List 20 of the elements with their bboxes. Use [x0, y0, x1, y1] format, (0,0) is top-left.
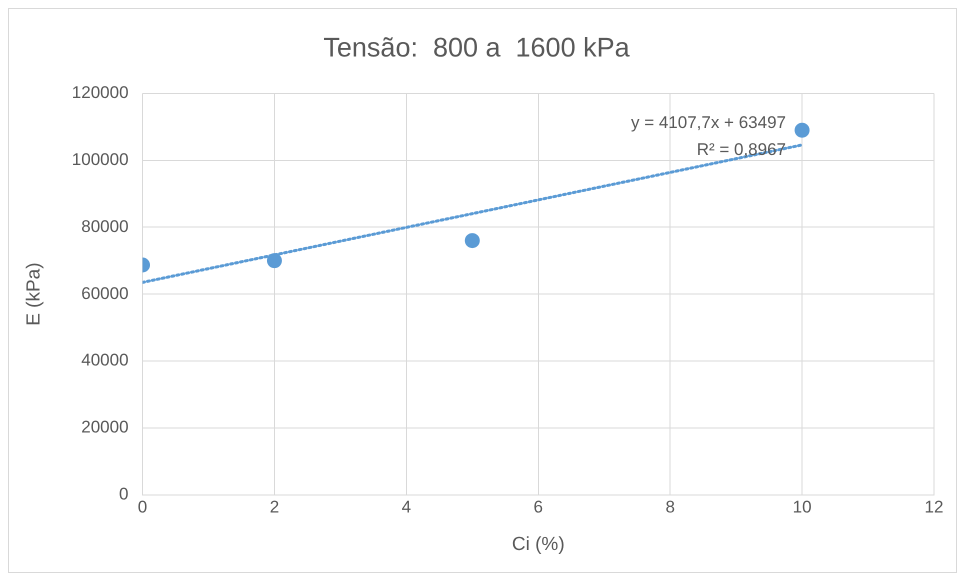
chart-title: Tensão: 800 a 1600 kPa — [323, 32, 631, 63]
y-tick-label: 60000 — [81, 284, 129, 303]
y-tick-label: 40000 — [81, 350, 129, 370]
x-tick-label: 10 — [792, 498, 812, 517]
point — [464, 233, 480, 248]
x-tick-label: 2 — [270, 498, 280, 517]
y-tick-label: 20000 — [81, 418, 129, 437]
y-tick-label: 80000 — [81, 216, 129, 236]
y-tick-label: 120000 — [72, 83, 129, 102]
x-tick-label: 8 — [665, 498, 675, 517]
x-tick-label: 4 — [402, 498, 412, 517]
y-tick-label: 100000 — [72, 150, 129, 169]
x-tick-label: 6 — [534, 498, 543, 517]
y-tick-label: 0 — [119, 484, 129, 504]
x-axis-title: Ci (%) — [512, 534, 565, 555]
x-tick-label: 12 — [924, 498, 944, 517]
y-axis-title: E (kPa) — [24, 262, 45, 326]
x-tick-label: 0 — [138, 498, 148, 517]
annotation: y = 4107,7x + 63497 — [630, 113, 786, 132]
point — [794, 122, 810, 138]
